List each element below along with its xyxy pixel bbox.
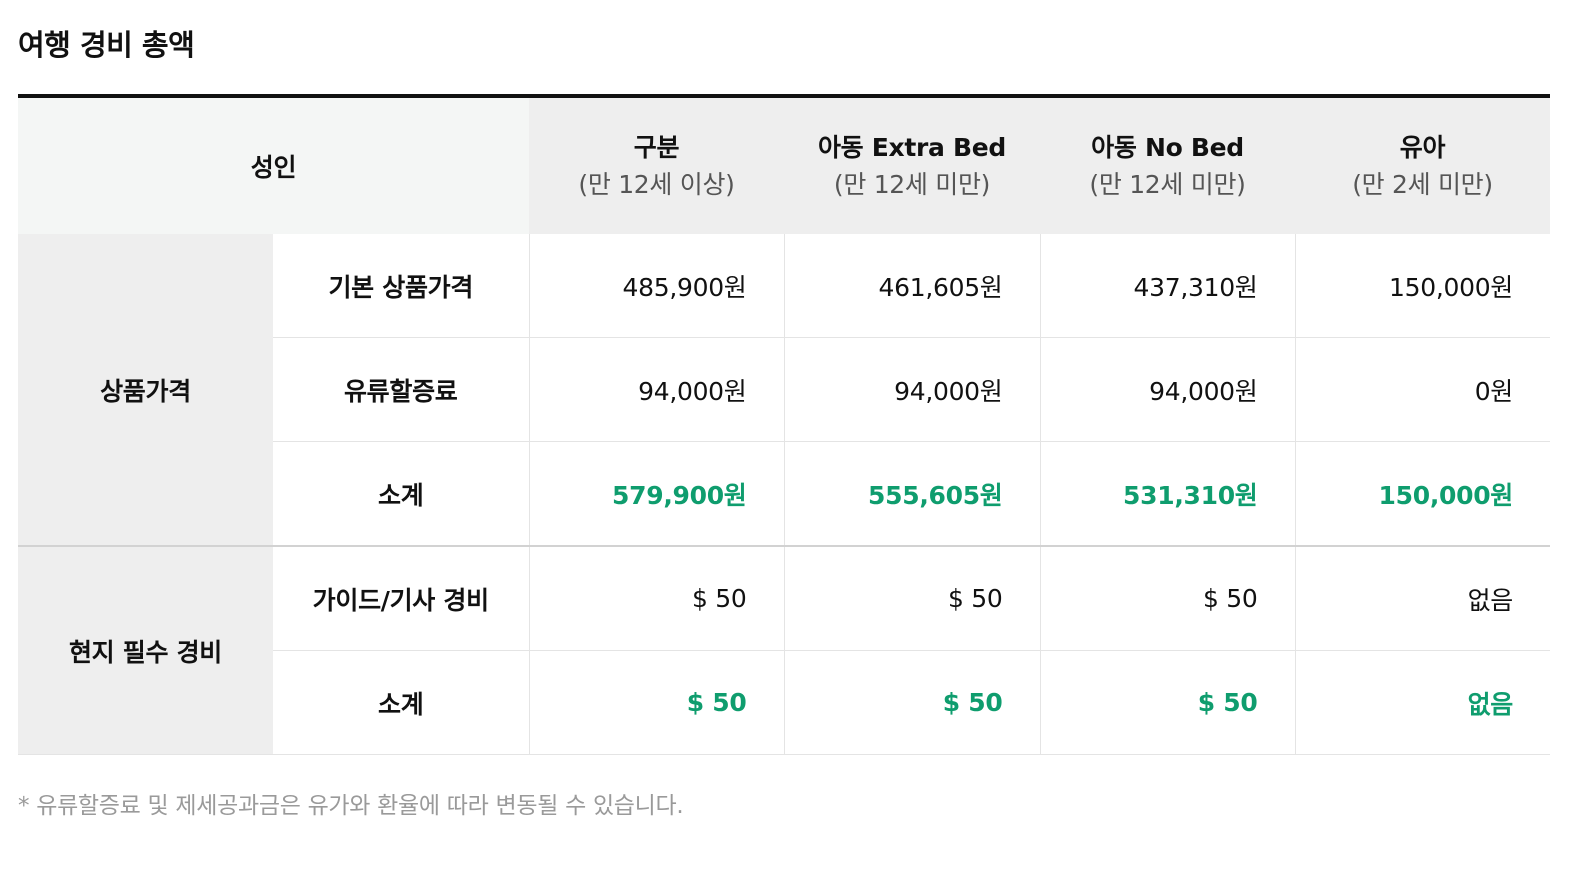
subtotal-value: 555,605원 <box>784 441 1041 547</box>
header-child-extra-bed: 아동 Extra Bed (만 12세 미만) <box>784 96 1040 234</box>
cell-value: 485,900원 <box>529 234 785 338</box>
cell-value: 없음 <box>1295 546 1550 651</box>
table-row: 현지 필수 경비 가이드/기사 경비 $ 50 $ 50 $ 50 없음 <box>18 546 1550 755</box>
row-label-guide-driver: 가이드/기사 경비 <box>273 546 530 651</box>
header-infant-label: 유아 <box>1399 133 1446 162</box>
header-category-label: 구분 <box>633 133 680 162</box>
header-child-no-bed: 아동 No Bed (만 12세 미만) <box>1040 96 1295 234</box>
subtotal-value: $ 50 <box>1040 650 1296 755</box>
subtotal-value: 150,000원 <box>1295 441 1550 547</box>
subtotal-value: $ 50 <box>784 650 1041 755</box>
table-row: 상품가격 기본 상품가격 485,900원 461,605원 437,310원 … <box>18 234 1550 547</box>
cell-value: $ 50 <box>784 546 1041 651</box>
cell-value: 437,310원 <box>1040 234 1296 338</box>
row-label-fuel-surcharge: 유류할증료 <box>273 337 530 442</box>
travel-cost-table: 성인 구분 (만 12세 이상) 아동 Extra Bed (만 12세 미만)… <box>18 94 1550 755</box>
page-title: 여행 경비 총액 <box>18 28 195 62</box>
cell-value: 94,000원 <box>784 337 1041 442</box>
subtotal-value: 없음 <box>1295 650 1550 755</box>
group-local-costs: 현지 필수 경비 <box>18 546 273 755</box>
subtotal-value: $ 50 <box>529 650 785 755</box>
cell-value: 461,605원 <box>784 234 1041 338</box>
footnote: * 유류할증료 및 제세공과금은 유가와 환율에 따라 변동될 수 있습니다. <box>18 793 684 819</box>
cell-value: 0원 <box>1295 337 1550 442</box>
table-header-row: 성인 구분 (만 12세 이상) 아동 Extra Bed (만 12세 미만)… <box>18 96 1550 234</box>
header-infant: 유아 (만 2세 미만) <box>1295 96 1550 234</box>
row-label-subtotal: 소계 <box>273 441 530 547</box>
group-product-price: 상품가격 <box>18 234 273 547</box>
header-child-no-bed-sub: (만 12세 미만) <box>1089 170 1246 199</box>
cell-value: $ 50 <box>1040 546 1296 651</box>
cell-value: $ 50 <box>529 546 785 651</box>
subtotal-value: 579,900원 <box>529 441 785 547</box>
header-child-extra-bed-sub: (만 12세 미만) <box>833 170 991 199</box>
header-adult: 성인 <box>18 96 529 234</box>
cell-value: 94,000원 <box>529 337 785 442</box>
header-infant-sub: (만 2세 미만) <box>1352 170 1493 199</box>
cell-value: 150,000원 <box>1295 234 1550 338</box>
row-label-base-price: 기본 상품가격 <box>273 234 530 338</box>
table-row: 유류할증료 94,000원 94,000원 94,000원 0원 <box>18 337 1550 442</box>
row-label-subtotal: 소계 <box>273 650 530 755</box>
table-row: 소계 579,900원 555,605원 531,310원 150,000원 <box>18 441 1550 547</box>
header-child-no-bed-label: 아동 No Bed <box>1091 133 1244 162</box>
subtotal-value: 531,310원 <box>1040 441 1296 547</box>
header-child-extra-bed-label: 아동 Extra Bed <box>817 133 1007 162</box>
header-category-sub: (만 12세 이상) <box>578 170 735 199</box>
table-row: 소계 $ 50 $ 50 $ 50 없음 <box>18 650 1550 755</box>
header-category: 구분 (만 12세 이상) <box>529 96 784 234</box>
cell-value: 94,000원 <box>1040 337 1296 442</box>
